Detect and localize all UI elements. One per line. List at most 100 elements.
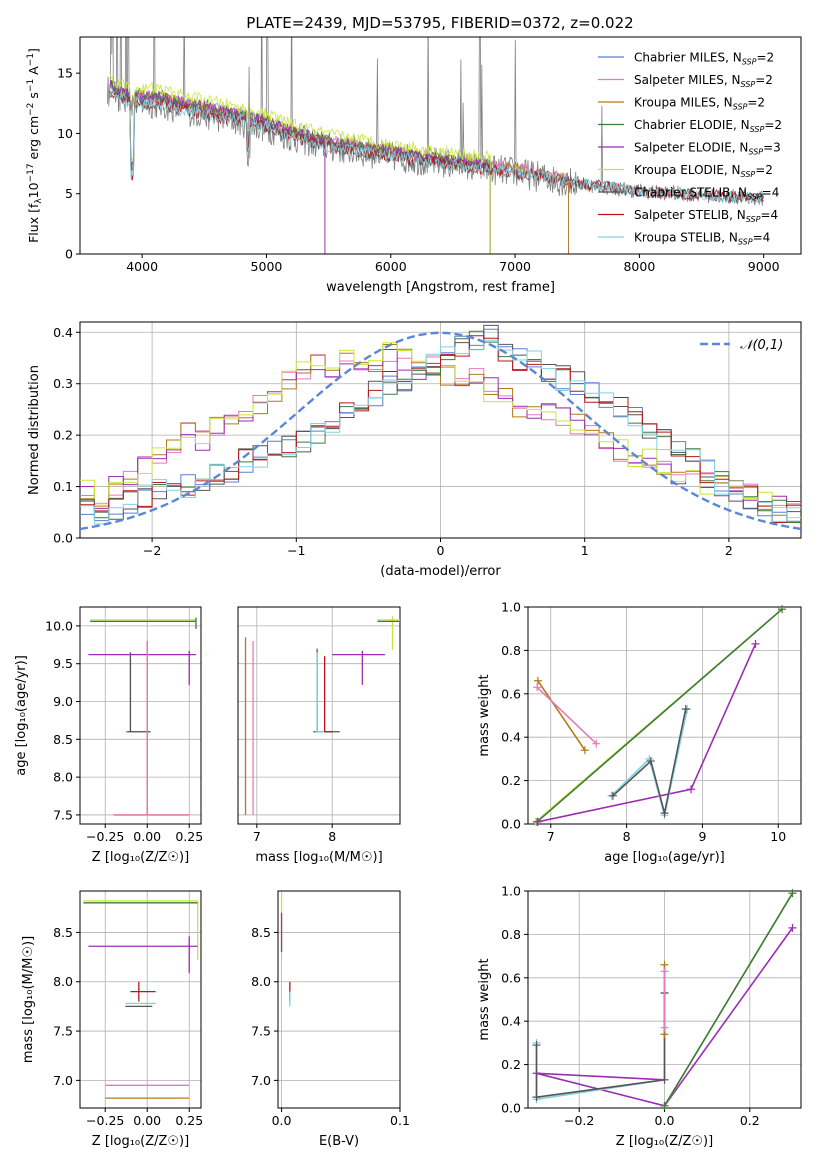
x-tick-label: −0.25 [86,829,124,844]
y-axis-label: mass [log₁₀(M/M☉)] [21,936,36,1063]
y-tick-label: 7.5 [251,1024,271,1039]
spectrum-panel: 4000 5000 6000 7000 8000 9000 0 5 10 15 wavelength… [26,36,802,295]
weight-age-line [536,686,597,745]
weight-z-line [535,993,666,1099]
y-tick-label: 0.1 [53,479,73,494]
x-tick-label: 7 [253,829,261,844]
y-label-part: −17 [26,163,36,182]
legend-name: Salpeter STELIB, N [634,208,746,222]
y-tick-label: 8.0 [53,974,73,989]
weight-vs-age-panel: 7 8 9 10 0.0 0.2 0.4 0.6 0.8 1.0 age [log₁₀(age/yr… [477,600,802,865]
weight-z-marker [660,1101,669,1110]
y-tick-label: 8.5 [251,925,271,940]
legend-entry: Chabrier STELIB, NSSP=4 [634,186,779,202]
x-tick-label: 8000 [623,259,655,274]
x-tick-label: 0.25 [175,1113,203,1128]
weight-age-marker [592,739,601,748]
y-tick-label: 8.5 [53,925,73,940]
legend-name: Salpeter ELODIE, N [634,141,748,155]
legend-name: Kroupa ELODIE, N [634,163,741,177]
y-tick-label: 8.0 [251,974,271,989]
y-axis-label: mass weight [477,674,492,756]
weight-vs-metallicity-panel: −0.2 0.0 0.2 0.0 0.2 0.4 0.6 0.8 1.0 Z [log₁₀(Z/Z… [477,884,802,1149]
x-tick-label: 0.0 [272,1113,292,1128]
x-tick-label: −2 [143,543,161,558]
x-tick-label: 0.25 [175,829,203,844]
y-label-part: Flux [f [26,203,41,243]
x-tick-label: 0.2 [740,1113,760,1128]
legend-value: =2 [756,51,774,65]
legend-sub: SSP [738,238,753,247]
x-tick-label: 0.00 [133,829,161,844]
y-label-part: −1 [26,53,36,66]
axes-frame [277,890,401,1109]
legend-entry: Salpeter MILES, NSSP=2 [634,73,773,89]
legend-sub: SSP [741,170,756,179]
weight-z-marker [788,923,797,932]
weight-z-line [535,993,666,1101]
legend-entry: Chabrier ELODIE, NSSP=2 [634,118,782,134]
legend-sub: SSP [742,58,757,67]
x-tick-label: 9 [698,829,706,844]
y-tick-label: 5 [65,186,73,201]
x-axis-label: Z [log₁₀(Z/Z☉)] [616,1134,713,1149]
y-tick-label: 0.8 [501,927,521,942]
weight-z-line [663,892,794,1107]
y-tick-label: 10 [57,126,73,141]
legend-name: Kroupa MILES, N [634,96,733,110]
legend-entry: Salpeter ELODIE, NSSP=3 [634,141,781,157]
weight-z-marker [660,967,669,976]
y-label-part: −2 [26,103,36,116]
x-tick-label: 0.1 [390,1113,410,1128]
y-tick-label: 9.5 [53,656,73,671]
y-tick-label: 0.4 [53,325,73,340]
age-vs-metallicity-panel: −0.25 0.00 0.25 7.5 8.0 8.5 9.0 9.5 10.0 Z [log₁₀… [14,606,203,865]
weight-z-marker [788,889,797,898]
x-axis-label: Z [log₁₀(Z/Z☉)] [92,1134,189,1149]
y-tick-label: 0.2 [501,1057,521,1072]
weight-age-marker [533,683,542,692]
y-label-part: ] [26,48,41,53]
y-tick-label: 0.0 [501,1101,521,1116]
y-tick-label: 8.5 [53,732,73,747]
x-tick-label: −0.25 [86,1113,124,1128]
y-tick-label: 1.0 [501,884,521,899]
y-tick-label: 7.0 [53,1073,73,1088]
weight-z-line [536,1072,665,1081]
weight-age-marker [778,605,787,614]
legend-sub: SSP [741,80,756,89]
y-tick-label: 0.3 [53,376,73,391]
x-tick-label: 5000 [251,259,283,274]
weight-age-line [537,680,586,751]
weight-age-marker [533,817,542,826]
y-tick-label: 7.5 [53,807,73,822]
x-tick-label: 7000 [499,259,531,274]
legend-entry: 𝒩(0,1) [740,338,783,353]
legend-value: =4 [753,231,771,245]
y-label-part: A [26,66,41,79]
legend-value: =2 [747,96,765,110]
weight-z-marker [532,1041,541,1050]
y-tick-label: 1.0 [501,600,521,615]
y-tick-label: 0.2 [53,428,73,443]
legend-value: =2 [764,118,782,132]
x-tick-label: 7 [547,829,555,844]
weight-age-marker [646,757,655,766]
legend-entry: Kroupa STELIB, NSSP=4 [634,231,770,247]
x-axis-label: wavelength [Angstrom, rest frame] [326,280,555,295]
spectrum-lines [106,37,765,254]
y-tick-label: 7.0 [251,1073,271,1088]
y-label-part: −1 [26,79,36,92]
y-tick-label: 0.8 [501,643,521,658]
x-tick-label: 0.00 [133,1113,161,1128]
y-tick-label: 15 [57,66,73,81]
legend-sub: SSP [748,148,763,157]
weight-age-line [537,643,757,823]
weight-z-marker [532,1093,541,1102]
y-tick-label: 0.6 [501,686,521,701]
y-tick-label: 7.5 [53,1024,73,1039]
legend-value: =2 [755,163,773,177]
y-label-part: λ [34,198,44,204]
legend-name: Chabrier STELIB, N [634,186,747,200]
